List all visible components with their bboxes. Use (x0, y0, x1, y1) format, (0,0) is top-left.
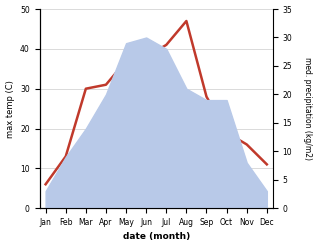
X-axis label: date (month): date (month) (123, 232, 190, 242)
Y-axis label: med. precipitation (kg/m2): med. precipitation (kg/m2) (303, 57, 313, 160)
Y-axis label: max temp (C): max temp (C) (5, 80, 15, 138)
